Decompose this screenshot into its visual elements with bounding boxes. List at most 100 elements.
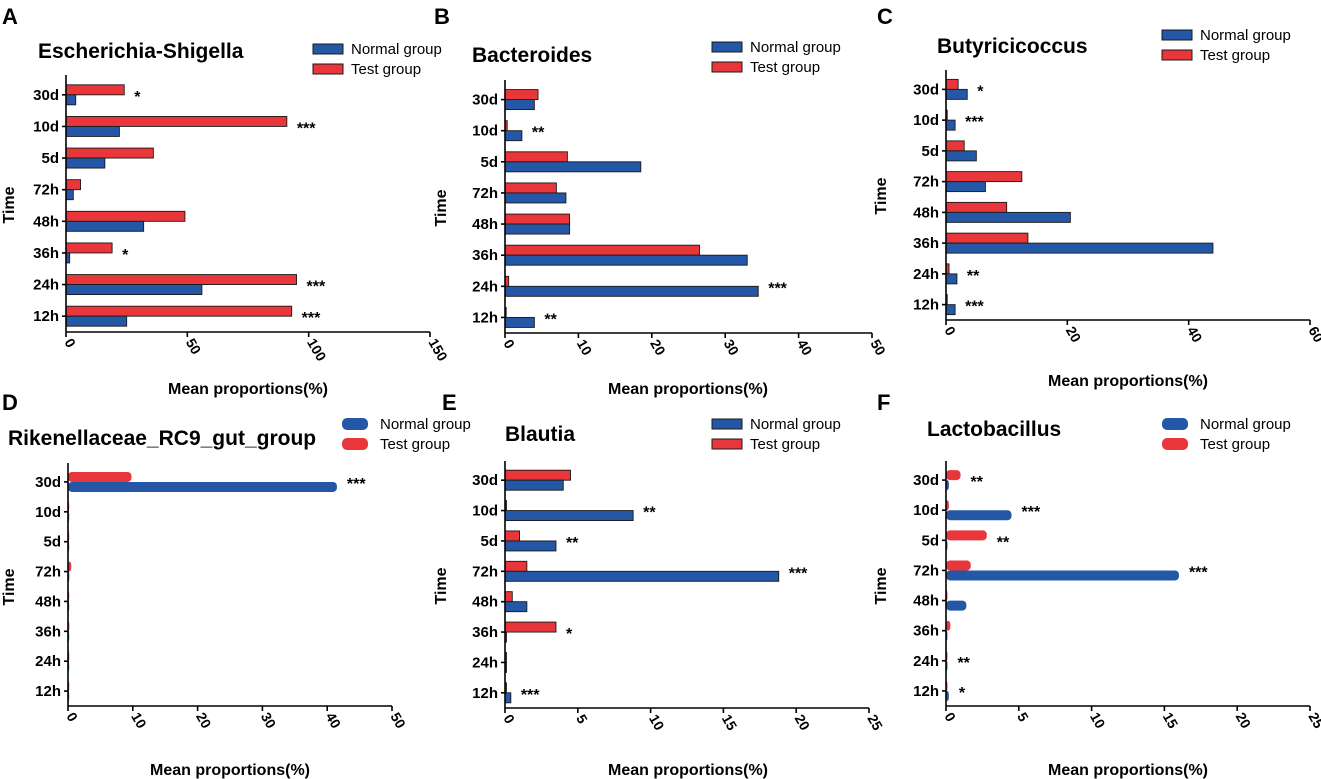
chart-panel-b: B Bacteroides Normal group Test group 30d 10d… [433, 4, 889, 398]
bar-test-72h [504, 182, 557, 194]
x-tick-label: 0 [500, 337, 518, 352]
y-tick-label: 36h [913, 623, 939, 640]
x-tick-label: 20 [792, 712, 814, 734]
significance-marker: ** [967, 268, 980, 285]
x-tick-label: 20 [1233, 710, 1255, 732]
significance-marker: ** [532, 125, 545, 142]
x-tick-label: 0 [941, 324, 959, 339]
bar-normal-72h [945, 181, 986, 193]
chart-title: Lactobacillus [927, 418, 1061, 441]
bar-normal-72h [504, 570, 780, 582]
bar-normal-30d [68, 481, 337, 492]
x-tick-label: 40 [794, 337, 816, 359]
y-tick-label: 12h [35, 683, 61, 700]
bar-test-72h [65, 179, 82, 191]
y-tick-label: 12h [913, 683, 939, 700]
y-tick-label: 10d [472, 503, 498, 520]
x-tick-label: 15 [719, 712, 741, 734]
y-tick-label: 36h [35, 623, 61, 640]
y-tick-label: 30d [472, 92, 498, 109]
x-tick-label: 5 [1014, 710, 1032, 725]
x-tick-label: 0 [941, 710, 959, 725]
x-tick-label: 100 [304, 336, 330, 364]
bar-test-72h [504, 560, 528, 572]
bar-normal-10d [65, 125, 120, 137]
x-tick-label: 10 [128, 710, 150, 732]
bar-normal-72h [65, 189, 74, 201]
y-tick-label: 36h [472, 247, 498, 264]
y-tick-label: 36h [913, 235, 939, 252]
x-tick-label: 150 [425, 336, 451, 364]
bar-normal-36h [504, 254, 748, 266]
legend: Normal group Test group [711, 39, 841, 76]
significance-marker: * [959, 685, 966, 702]
chart-panel-e: E Blautia Normal group Test group 30d 10d ** 5d… [433, 390, 886, 779]
x-tick-label: 10 [646, 712, 668, 734]
y-tick-label: 24h [913, 266, 939, 283]
legend-label-normal: Normal group [1200, 416, 1291, 433]
y-tick-label: 72h [913, 174, 939, 191]
y-tick-label: 36h [33, 245, 59, 262]
bar-normal-10d [946, 510, 1012, 521]
panel-letter: E [442, 390, 457, 415]
panel-letter: A [2, 4, 18, 29]
x-tick-label: 10 [574, 337, 596, 359]
y-tick-label: 30d [33, 87, 59, 104]
x-tick-label: 20 [1063, 324, 1085, 346]
legend-swatch-normal [711, 41, 743, 53]
legend-label-normal: Normal group [351, 41, 442, 58]
legend-swatch-normal [1162, 418, 1188, 430]
bar-test-36h [945, 232, 1029, 244]
y-tick-label: 5d [921, 143, 939, 160]
significance-marker: *** [965, 299, 984, 316]
significance-marker: *** [1189, 564, 1208, 581]
y-tick-label: 30d [35, 474, 61, 491]
bar-normal-48h [945, 211, 1071, 223]
significance-marker: ** [971, 474, 984, 491]
x-tick-label: 40 [323, 710, 345, 732]
significance-marker: ** [957, 655, 970, 672]
y-tick-label: 72h [33, 182, 59, 199]
bar-test-36h [504, 244, 700, 256]
y-tick-label: 72h [35, 564, 61, 581]
bar-test-36h [65, 242, 113, 254]
x-tick-label: 25 [1305, 710, 1321, 732]
bar-normal-24h [504, 285, 759, 297]
y-tick-label: 5d [480, 533, 498, 550]
bar-test-12h [65, 305, 293, 317]
legend-swatch-normal [1161, 29, 1193, 41]
y-tick-label: 30d [913, 472, 939, 489]
legend-swatch-normal [711, 418, 743, 430]
chart-title: Blautia [505, 423, 575, 446]
x-axis-label: Mean proportions(%) [168, 381, 328, 398]
y-tick-label: 5d [43, 534, 61, 551]
y-tick-label: 30d [472, 472, 498, 489]
significance-marker: ** [643, 505, 656, 522]
legend: Normal group Test group [1161, 27, 1291, 64]
legend: Normal group Test group [342, 416, 471, 453]
x-tick-label: 50 [183, 336, 205, 358]
significance-marker: *** [307, 279, 326, 296]
y-axis-label: Time [873, 567, 890, 604]
significance-marker: * [566, 626, 573, 643]
chart-title: Butyricicoccus [937, 35, 1088, 58]
chart-panel-d: D Rikenellaceae_RC9_gut_group Normal group… [1, 390, 471, 779]
legend-swatch-test [1162, 438, 1188, 450]
x-tick-label: 0 [61, 336, 79, 351]
bar-test-48h [504, 591, 513, 603]
y-axis-label: Time [433, 567, 450, 604]
bar-test-30d [504, 469, 571, 481]
bar-normal-72h [504, 192, 567, 204]
bar-normal-30d [65, 94, 77, 106]
bar-normal-48h [504, 601, 528, 613]
chart-title: Escherichia-Shigella [38, 40, 244, 63]
y-tick-label: 12h [33, 308, 59, 325]
x-tick-label: 50 [387, 710, 409, 732]
legend-label-test: Test group [750, 436, 820, 453]
x-axis-label: Mean proportions(%) [1048, 762, 1208, 779]
x-axis-label: Mean proportions(%) [608, 762, 768, 779]
bar-test-5d [504, 530, 521, 542]
y-tick-label: 48h [472, 594, 498, 611]
y-tick-label: 24h [35, 653, 61, 670]
